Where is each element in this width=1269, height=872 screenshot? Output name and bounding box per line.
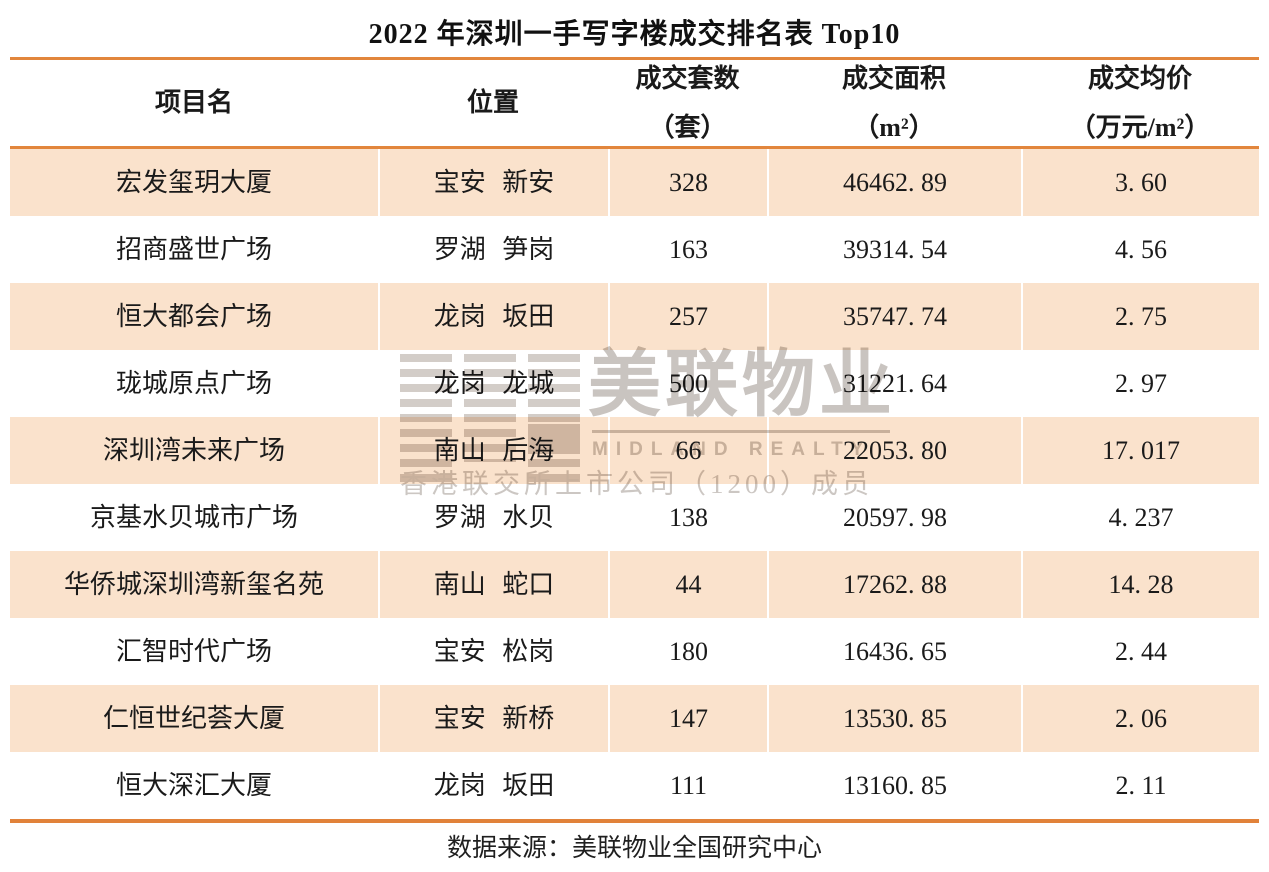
col-header-label: 成交套数 bbox=[635, 64, 740, 94]
col-header-label: 成交均价 bbox=[1087, 64, 1192, 94]
cell-project-name: 恒大深汇大厦 bbox=[115, 770, 272, 800]
cell-units: 138 bbox=[608, 484, 767, 551]
cell-price: 17. 017 bbox=[1021, 417, 1259, 484]
cell-project-name: 招商盛世广场 bbox=[115, 234, 272, 264]
cell-project-name: 恒大都会广场 bbox=[115, 301, 272, 331]
cell-location: 南山 蛇口 bbox=[378, 551, 608, 618]
cell-location: 罗湖 水贝 bbox=[378, 484, 608, 551]
cell-price: 2. 06 bbox=[1021, 685, 1259, 752]
cell-project-name: 宏发玺玥大厦 bbox=[115, 167, 272, 197]
cell-area: 17262. 88 bbox=[767, 551, 1021, 618]
cell-area: 31221. 64 bbox=[767, 350, 1021, 417]
col-header-label: 成交面积 bbox=[841, 64, 946, 94]
table-row: 恒大都会广场 龙岗 坂田 257 35747. 74 2. 75 bbox=[10, 283, 1259, 350]
col-header-unit-label: （m²） bbox=[853, 112, 935, 142]
cell-project-name: 京基水贝城市广场 bbox=[89, 502, 298, 532]
cell-units: 500 bbox=[608, 350, 767, 417]
cell-project-name: 仁恒世纪荟大厦 bbox=[102, 703, 285, 733]
table-row: 京基水贝城市广场 罗湖 水贝 138 20597. 98 4. 237 bbox=[10, 484, 1259, 551]
table-row: 招商盛世广场 罗湖 笋岗 163 39314. 54 4. 56 bbox=[10, 216, 1259, 283]
cell-location: 宝安 松岗 bbox=[378, 618, 608, 685]
cell-location: 宝安 新安 bbox=[378, 149, 608, 216]
cell-units: 257 bbox=[608, 283, 767, 350]
cell-area: 16436. 65 bbox=[767, 618, 1021, 685]
col-header-unit-label: （万元/m²） bbox=[1069, 112, 1211, 142]
table-row: 恒大深汇大厦 龙岗 坂田 111 13160. 85 2. 11 bbox=[10, 752, 1259, 819]
col-header-price: 成交均价 （万元/m²） bbox=[1021, 60, 1259, 146]
col-header-area: 成交面积 （m²） bbox=[767, 60, 1021, 146]
cell-units: 163 bbox=[608, 216, 767, 283]
table-header-row: 项目名 位置 成交套数 （套） 成交面积 （m²） 成交均价 （万元/m²） bbox=[10, 60, 1259, 149]
table-row: 宏发玺玥大厦 宝安 新安 328 46462. 89 3. 60 bbox=[10, 149, 1259, 216]
cell-price: 4. 56 bbox=[1021, 216, 1259, 283]
cell-location: 龙岗 坂田 bbox=[378, 283, 608, 350]
page-title: 2022 年深圳一手写字楼成交排名表 Top10 bbox=[368, 19, 901, 50]
cell-units: 111 bbox=[608, 752, 767, 819]
cell-area: 13160. 85 bbox=[767, 752, 1021, 819]
col-header-location: 位置 bbox=[378, 60, 608, 146]
cell-price: 14. 28 bbox=[1021, 551, 1259, 618]
cell-units: 147 bbox=[608, 685, 767, 752]
cell-price: 2. 44 bbox=[1021, 618, 1259, 685]
cell-location: 南山 后海 bbox=[378, 417, 608, 484]
col-header-project-name: 项目名 bbox=[10, 60, 378, 146]
cell-units: 66 bbox=[608, 417, 767, 484]
cell-project-name: 汇智时代广场 bbox=[115, 636, 272, 666]
table-row: 华侨城深圳湾新玺名苑 南山 蛇口 44 17262. 88 14. 28 bbox=[10, 551, 1259, 618]
table-row: 珑城原点广场 龙岗 龙城 500 31221. 64 2. 97 bbox=[10, 350, 1259, 417]
col-header-unit-label: （套） bbox=[648, 112, 727, 142]
cell-area: 39314. 54 bbox=[767, 216, 1021, 283]
cell-area: 46462. 89 bbox=[767, 149, 1021, 216]
ranking-table: 项目名 位置 成交套数 （套） 成交面积 （m²） 成交均价 （万元/m²） 宏… bbox=[10, 57, 1259, 823]
cell-project-name: 华侨城深圳湾新玺名苑 bbox=[63, 569, 324, 599]
table-row: 汇智时代广场 宝安 松岗 180 16436. 65 2. 44 bbox=[10, 618, 1259, 685]
cell-location: 罗湖 笋岗 bbox=[378, 216, 608, 283]
cell-units: 44 bbox=[608, 551, 767, 618]
cell-area: 20597. 98 bbox=[767, 484, 1021, 551]
data-source-note: 数据来源：美联物业全国研究中心 bbox=[446, 835, 822, 862]
cell-project-name: 珑城原点广场 bbox=[115, 368, 272, 398]
cell-area: 22053. 80 bbox=[767, 417, 1021, 484]
cell-units: 328 bbox=[608, 149, 767, 216]
col-header-label: 位置 bbox=[466, 88, 519, 118]
cell-price: 2. 97 bbox=[1021, 350, 1259, 417]
cell-location: 龙岗 坂田 bbox=[378, 752, 608, 819]
cell-project-name: 深圳湾未来广场 bbox=[102, 435, 285, 465]
col-header-label: 项目名 bbox=[154, 88, 233, 118]
col-header-units: 成交套数 （套） bbox=[608, 60, 767, 146]
cell-location: 龙岗 龙城 bbox=[378, 350, 608, 417]
cell-area: 35747. 74 bbox=[767, 283, 1021, 350]
cell-location: 宝安 新桥 bbox=[378, 685, 608, 752]
cell-price: 2. 11 bbox=[1021, 752, 1259, 819]
cell-price: 2. 75 bbox=[1021, 283, 1259, 350]
cell-units: 180 bbox=[608, 618, 767, 685]
cell-area: 13530. 85 bbox=[767, 685, 1021, 752]
table-row: 深圳湾未来广场 南山 后海 66 22053. 80 17. 017 bbox=[10, 417, 1259, 484]
table-row: 仁恒世纪荟大厦 宝安 新桥 147 13530. 85 2. 06 bbox=[10, 685, 1259, 752]
cell-price: 3. 60 bbox=[1021, 149, 1259, 216]
cell-price: 4. 237 bbox=[1021, 484, 1259, 551]
